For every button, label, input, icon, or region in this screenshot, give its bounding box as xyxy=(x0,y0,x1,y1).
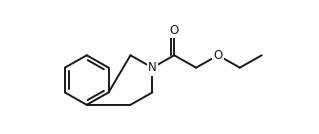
Text: N: N xyxy=(148,61,157,74)
Text: O: O xyxy=(170,24,179,37)
Text: O: O xyxy=(213,49,223,62)
